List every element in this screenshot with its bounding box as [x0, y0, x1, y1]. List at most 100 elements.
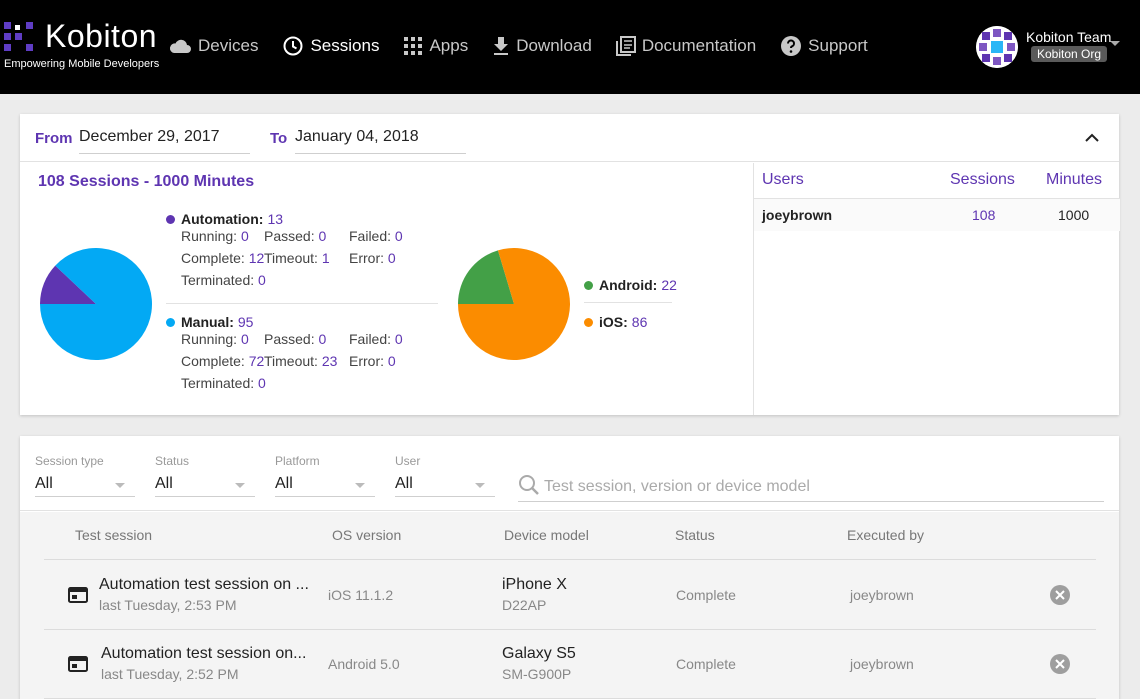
grid-icon [404, 37, 423, 55]
android-slice [458, 250, 514, 304]
automation-dot [166, 214, 175, 224]
users-table: Users Sessions Minutes joeybrown 108 100… [753, 163, 1120, 415]
session-type-pie-chart [40, 248, 152, 360]
summary-card: From December 29, 2017 To January 04, 20… [20, 114, 1120, 415]
users-table-header: Users Sessions Minutes [754, 163, 1120, 199]
status-filter-value: All [155, 475, 173, 492]
manual-count: 95 [237, 314, 254, 330]
from-date-field[interactable]: December 29, 2017 [79, 128, 250, 154]
status-col-header[interactable]: Status [675, 527, 715, 543]
user-menu[interactable]: Kobiton Team Kobiton Org [976, 24, 1136, 68]
session-stats: 108 Sessions - 1000 Minutes Automation: … [20, 163, 753, 415]
user-org-badge: Kobiton Org [1031, 46, 1108, 62]
filters-bar: Session type All Status All Platform All… [20, 436, 1119, 511]
minutes-col-header[interactable]: Minutes [1046, 171, 1103, 188]
table-row[interactable]: Automation test session on ... last Tues… [44, 561, 1096, 630]
to-date-value: January 04, 2018 [295, 128, 419, 145]
chevron-up-icon[interactable] [1082, 128, 1102, 148]
automation-legend: Automation: 13 Running: 0 Passed: 0 Fail… [166, 210, 446, 294]
automation-count: 13 [267, 211, 284, 227]
sessions-card: Session type All Status All Platform All… [20, 436, 1119, 699]
platform-filter-label: Platform [275, 454, 320, 468]
nav-support-label: Support [808, 36, 868, 55]
android-legend: Android: 22 [584, 276, 694, 294]
ios-label: iOS: [599, 314, 628, 330]
session-type-filter[interactable]: Session type All [35, 454, 135, 497]
caret-down-icon [115, 483, 125, 488]
test-session-col-header[interactable]: Test session [75, 527, 153, 543]
nav-documentation[interactable]: Documentation [615, 36, 757, 56]
nav-support[interactable]: Support [780, 35, 868, 57]
manual-failed-value: 0 [394, 331, 403, 347]
date-range: From December 29, 2017 To January 04, 20… [20, 114, 1119, 162]
manual-passed-label: Passed: [264, 331, 315, 347]
session-time: last Tuesday, 2:53 PM [99, 597, 237, 613]
users-col-header[interactable]: Users [762, 171, 804, 188]
manual-legend: Manual: 95 Running: 0 Passed: 0 Failed: … [166, 313, 446, 397]
kobiton-logo-icon [4, 22, 40, 52]
android-label: Android: [599, 277, 658, 293]
user-filter[interactable]: User All [395, 454, 495, 497]
nav-sessions[interactable]: Sessions [282, 35, 379, 57]
from-date-value: December 29, 2017 [79, 128, 220, 145]
automation-slice [40, 265, 96, 304]
sessions-col-header[interactable]: Sessions [950, 171, 1015, 188]
top-bar: Kobiton Empowering Mobile Developers Dev… [0, 0, 1140, 94]
close-icon [1055, 590, 1065, 600]
caret-down-icon [1110, 41, 1120, 46]
automation-error-value: 0 [387, 250, 396, 266]
table-row[interactable]: joeybrown 108 1000 [754, 199, 1120, 231]
status-filter[interactable]: Status All [155, 454, 255, 497]
brand-logo[interactable]: Kobiton Empowering Mobile Developers [4, 18, 169, 74]
device-model-col-header[interactable]: Device model [504, 527, 589, 543]
documentation-icon [615, 36, 636, 56]
os-version: Android 5.0 [328, 656, 400, 672]
search-icon [519, 475, 539, 495]
avatar [976, 26, 1018, 68]
android-count: 22 [661, 277, 677, 293]
nav-apps[interactable]: Apps [403, 36, 468, 56]
device-model: Galaxy S5 [502, 645, 576, 662]
stats-title: 108 Sessions - 1000 Minutes [38, 173, 255, 190]
table-row[interactable]: Automation test session on... last Tuesd… [44, 630, 1096, 699]
caret-down-icon [475, 483, 485, 488]
remove-session-button[interactable] [1050, 585, 1070, 605]
manual-running-value: 0 [240, 331, 249, 347]
automation-passed-label: Passed: [264, 228, 315, 244]
nav-documentation-label: Documentation [641, 36, 757, 55]
sessions-table: Test session OS version Device model Sta… [20, 512, 1119, 699]
search-box [518, 472, 1104, 502]
session-name: Automation test session on ... [99, 576, 309, 593]
manual-terminated-label: Terminated: [181, 375, 255, 391]
automation-complete-label: Complete: [181, 250, 245, 266]
android-dot [584, 280, 593, 290]
device-model: iPhone X [502, 576, 567, 593]
os-version: iOS 11.1.2 [328, 587, 394, 603]
main-nav: Devices Sessions Apps Download Documenta… [168, 30, 892, 62]
manual-complete-value: 72 [248, 353, 265, 369]
platform-legend-divider [584, 302, 672, 303]
executed-by-col-header[interactable]: Executed by [847, 527, 925, 543]
automation-failed-label: Failed: [349, 228, 392, 244]
help-icon [781, 36, 802, 56]
automation-failed-value: 0 [394, 228, 403, 244]
manual-timeout-value: 23 [321, 353, 338, 369]
automation-terminated-value: 0 [258, 272, 266, 288]
to-label: To [270, 130, 288, 147]
search-input[interactable] [544, 475, 1094, 499]
to-date-field[interactable]: January 04, 2018 [295, 128, 466, 154]
ios-count: 86 [631, 314, 648, 330]
user-filter-label: User [395, 454, 421, 468]
nav-download[interactable]: Download [492, 36, 592, 56]
automation-terminated-label: Terminated: [181, 272, 255, 288]
remove-session-button[interactable] [1050, 654, 1070, 674]
os-version-col-header[interactable]: OS version [332, 527, 402, 543]
executed-by: joeybrown [850, 587, 914, 603]
nav-devices-label: Devices [198, 36, 259, 55]
platform-filter[interactable]: Platform All [275, 454, 375, 497]
sessions-table-header: Test session OS version Device model Sta… [44, 512, 1096, 560]
session-window-icon [68, 587, 88, 603]
nav-devices[interactable]: Devices [168, 36, 258, 56]
automation-running-label: Running: [181, 228, 238, 244]
download-icon [494, 37, 509, 55]
